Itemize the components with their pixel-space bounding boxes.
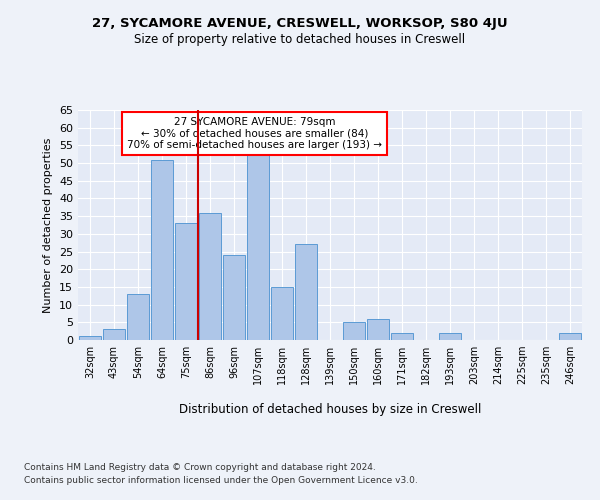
Bar bbox=[199, 212, 221, 340]
Text: 27 SYCAMORE AVENUE: 79sqm
← 30% of detached houses are smaller (84)
70% of semi-: 27 SYCAMORE AVENUE: 79sqm ← 30% of detac… bbox=[127, 117, 382, 150]
Bar bbox=[343, 322, 365, 340]
Bar bbox=[79, 336, 101, 340]
Bar bbox=[367, 319, 389, 340]
Bar bbox=[103, 330, 125, 340]
Text: Distribution of detached houses by size in Creswell: Distribution of detached houses by size … bbox=[179, 402, 481, 415]
Bar bbox=[175, 223, 197, 340]
Bar bbox=[247, 149, 269, 340]
Bar bbox=[127, 294, 149, 340]
Text: Contains HM Land Registry data © Crown copyright and database right 2024.: Contains HM Land Registry data © Crown c… bbox=[24, 462, 376, 471]
Y-axis label: Number of detached properties: Number of detached properties bbox=[43, 138, 53, 312]
Bar bbox=[223, 255, 245, 340]
Bar bbox=[151, 160, 173, 340]
Bar bbox=[391, 333, 413, 340]
Bar bbox=[439, 333, 461, 340]
Bar bbox=[271, 287, 293, 340]
Text: 27, SYCAMORE AVENUE, CRESWELL, WORKSOP, S80 4JU: 27, SYCAMORE AVENUE, CRESWELL, WORKSOP, … bbox=[92, 18, 508, 30]
Bar bbox=[295, 244, 317, 340]
Text: Size of property relative to detached houses in Creswell: Size of property relative to detached ho… bbox=[134, 32, 466, 46]
Text: Contains public sector information licensed under the Open Government Licence v3: Contains public sector information licen… bbox=[24, 476, 418, 485]
Bar bbox=[559, 333, 581, 340]
